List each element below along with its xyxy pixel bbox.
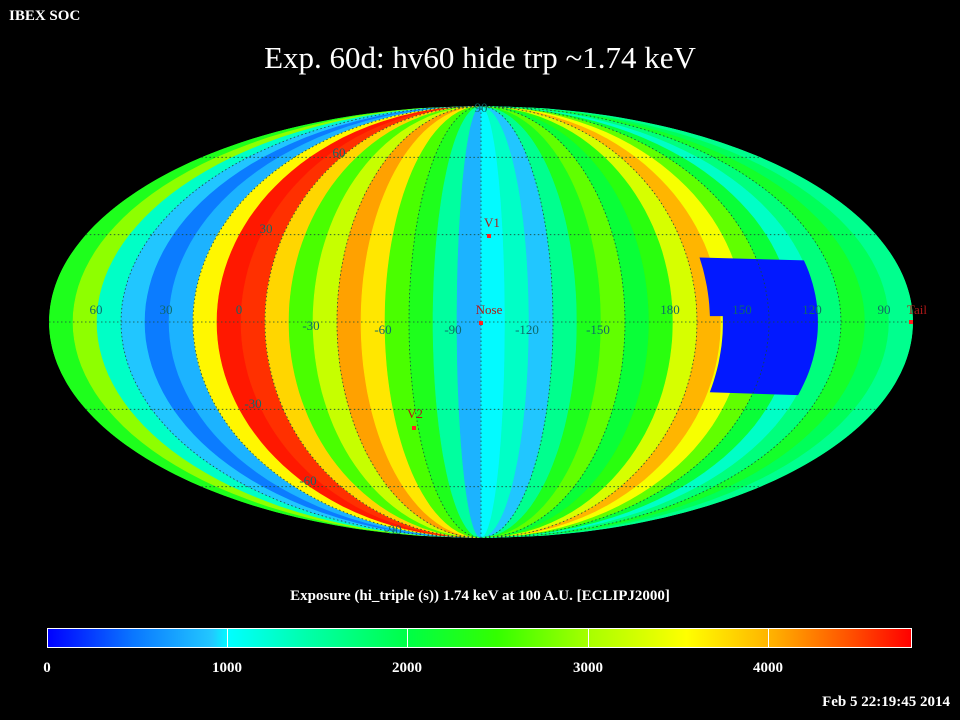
plot-title: Exp. 60d: hv60 hide trp ~1.74 keV bbox=[264, 40, 696, 75]
meridian-label: -60 bbox=[374, 322, 391, 337]
graticule-labels: 60 30 0 -30 -60 -90 -120 -150 180 150 120 90 90 60 30 -… bbox=[90, 100, 891, 537]
colorbar bbox=[47, 628, 912, 648]
colorbar-tick bbox=[407, 628, 408, 648]
meridian-label: 0 bbox=[236, 302, 243, 317]
marker-label: V2 bbox=[407, 406, 423, 421]
colorbar-tick bbox=[588, 628, 589, 648]
colorbar-title: Exposure (hi_triple (s)) 1.74 keV at 100… bbox=[290, 588, 670, 604]
low-exposure-region bbox=[699, 257, 818, 396]
meridian-label: -150 bbox=[586, 322, 610, 337]
marker-label: V1 bbox=[484, 215, 500, 230]
colorbar-tick bbox=[768, 628, 769, 648]
colorbar-tick-label: 0 bbox=[43, 660, 51, 676]
marker-point bbox=[909, 320, 913, 324]
parallel-label: -90 bbox=[384, 522, 401, 537]
colorbar-tick-label: 2000 bbox=[392, 660, 422, 676]
parallel-label: -30 bbox=[244, 396, 261, 411]
parallel-label: 30 bbox=[260, 221, 273, 236]
marker-point bbox=[487, 234, 491, 238]
marker-point bbox=[412, 426, 416, 430]
parallel-label: -60 bbox=[299, 473, 316, 488]
meridian-label: 150 bbox=[732, 302, 752, 317]
graticule bbox=[49, 106, 913, 538]
colorbar-tick-label: 3000 bbox=[573, 660, 603, 676]
colorbar-tick-label: 1000 bbox=[212, 660, 242, 676]
meridian-label: -90 bbox=[444, 322, 461, 337]
meridian-label: 120 bbox=[802, 302, 822, 317]
meridian-line bbox=[120, 106, 482, 538]
meridian-label: 90 bbox=[878, 302, 891, 317]
colorbar-tick-label: 4000 bbox=[753, 660, 783, 676]
meridian-label: -120 bbox=[515, 322, 539, 337]
meridian-label: 180 bbox=[660, 302, 680, 317]
meridian-label: -30 bbox=[302, 318, 319, 333]
parallel-label: 90 bbox=[475, 100, 488, 115]
map-markers: V1 Nose V2 Tail bbox=[407, 215, 927, 430]
meridian-label: 60 bbox=[90, 302, 103, 317]
marker-label: Nose bbox=[476, 302, 503, 317]
marker-point bbox=[479, 321, 483, 325]
colorbar-tick bbox=[227, 628, 228, 648]
marker-label: Tail bbox=[907, 302, 927, 317]
timestamp: Feb 5 22:19:45 2014 bbox=[822, 694, 950, 710]
meridian-label: 30 bbox=[160, 302, 173, 317]
header-label: IBEX SOC bbox=[9, 8, 81, 24]
parallel-label: 60 bbox=[333, 145, 346, 160]
